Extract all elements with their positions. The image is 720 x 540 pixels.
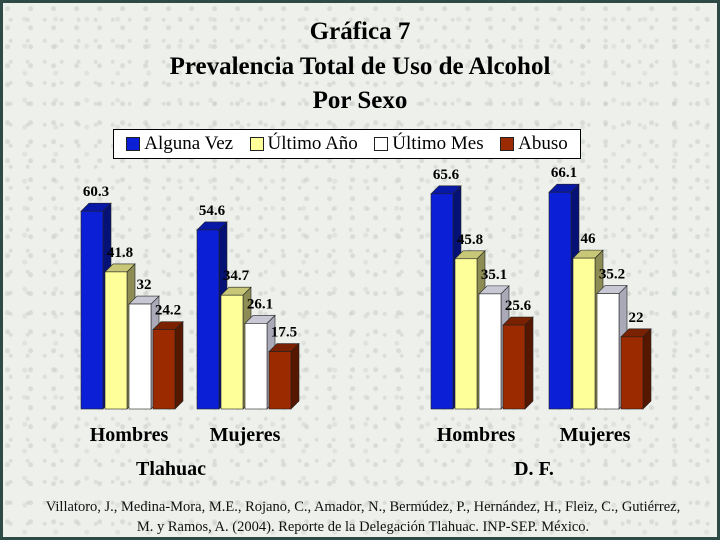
bar-front [128,303,152,410]
data-label: 41.8 [107,245,133,261]
bar-front [104,271,128,410]
legend-label: Abuso [518,133,568,154]
category-label-hombres-tlahuac: Hombres [89,424,169,446]
bar-side [524,316,534,410]
panel-label-tlahuac: Tlahuac [135,458,207,480]
legend-item-alguna-vez: Alguna Vez [126,133,233,155]
bar-0-1-3 [268,342,300,410]
bar-front [596,293,620,410]
bar-front [620,336,644,410]
bar-front [268,351,292,410]
category-label-mujeres-tlahuac: Mujeres [209,424,281,446]
legend-label: Último Año [267,133,358,154]
bar-0-0-2 [128,295,160,410]
bar-front [152,329,176,410]
data-label: 22 [629,310,644,326]
bar-1-0-3 [502,316,534,410]
data-label: 66.1 [551,165,577,181]
bar-front [454,258,478,410]
panel-label-df: D. F. [514,458,554,480]
bar-0-0-3 [152,320,184,410]
data-label: 24.2 [155,303,181,319]
data-label: 46 [581,231,597,247]
data-label: 54.6 [199,203,226,219]
legend-label: Último Mes [392,133,484,154]
legend-swatch [500,137,515,151]
legend-swatch [249,137,264,151]
bar-front [502,324,526,410]
legend: Alguna Vez Último Año Último Mes Abuso [113,129,581,159]
legend-label: Alguna Vez [144,133,234,154]
bar-front [80,210,104,410]
chart-title: Gráfica 7 [309,18,411,45]
legend-swatch [126,137,141,151]
category-label-mujeres-df: Mujeres [559,424,631,446]
chart-subtitle-2: Por Sexo [312,87,408,114]
data-label: 25.6 [505,298,532,314]
bar-front [220,294,244,410]
data-label: 26.1 [247,296,273,312]
source-citation: Villatoro, J., Medina-Mora, M.E., Rojano… [45,499,681,535]
data-label: 65.6 [433,167,460,183]
data-label: 60.3 [83,184,109,200]
data-label: 35.1 [481,267,507,283]
bar-1-1-3 [620,328,652,410]
bar-side [174,320,184,410]
bar-front [478,293,502,410]
chart-subtitle: Prevalencia Total de Uso de Alcohol [169,53,551,80]
legend-item-ultimo-ano: Último Año [249,133,358,155]
data-label: 35.2 [599,267,625,283]
bar-front [572,257,596,410]
bar-front [244,323,268,410]
legend-item-abuso: Abuso [500,133,568,155]
bar-front [430,193,454,410]
legend-swatch [374,137,389,151]
bar-front [196,229,220,410]
data-label: 34.7 [223,268,250,284]
data-label: 32 [137,277,152,293]
bar-front [548,191,572,410]
bar-side [290,342,300,410]
bar-side [642,328,652,410]
data-label: 17.5 [271,325,297,341]
data-label: 45.8 [457,232,483,248]
legend-item-ultimo-mes: Último Mes [374,133,484,155]
category-label-hombres-df: Hombres [436,424,516,446]
